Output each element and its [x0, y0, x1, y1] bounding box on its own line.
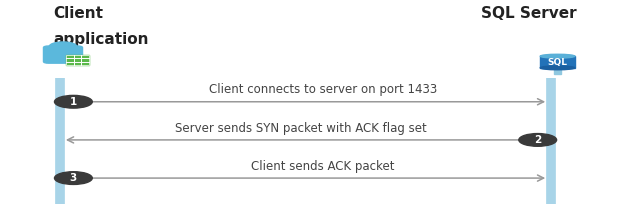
Ellipse shape: [540, 66, 575, 70]
Text: Server sends SYN packet with ACK flag set: Server sends SYN packet with ACK flag se…: [175, 122, 427, 135]
Circle shape: [519, 134, 557, 146]
Text: 2: 2: [534, 135, 541, 145]
Circle shape: [49, 42, 77, 51]
Bar: [554, 67, 561, 74]
FancyBboxPatch shape: [43, 46, 83, 63]
Text: application: application: [54, 32, 149, 47]
Circle shape: [55, 95, 93, 108]
Text: 3: 3: [70, 173, 77, 183]
Text: Client: Client: [54, 6, 103, 21]
Bar: [66, 55, 89, 65]
Circle shape: [55, 172, 93, 184]
Text: SQL Server: SQL Server: [481, 6, 576, 21]
Text: SQL: SQL: [547, 57, 568, 67]
Text: 1: 1: [70, 97, 77, 107]
Bar: [541, 56, 575, 68]
Bar: [66, 55, 89, 65]
Ellipse shape: [540, 54, 575, 58]
Text: Client connects to server on port 1433: Client connects to server on port 1433: [209, 84, 437, 96]
Text: Client sends ACK packet: Client sends ACK packet: [251, 160, 394, 173]
